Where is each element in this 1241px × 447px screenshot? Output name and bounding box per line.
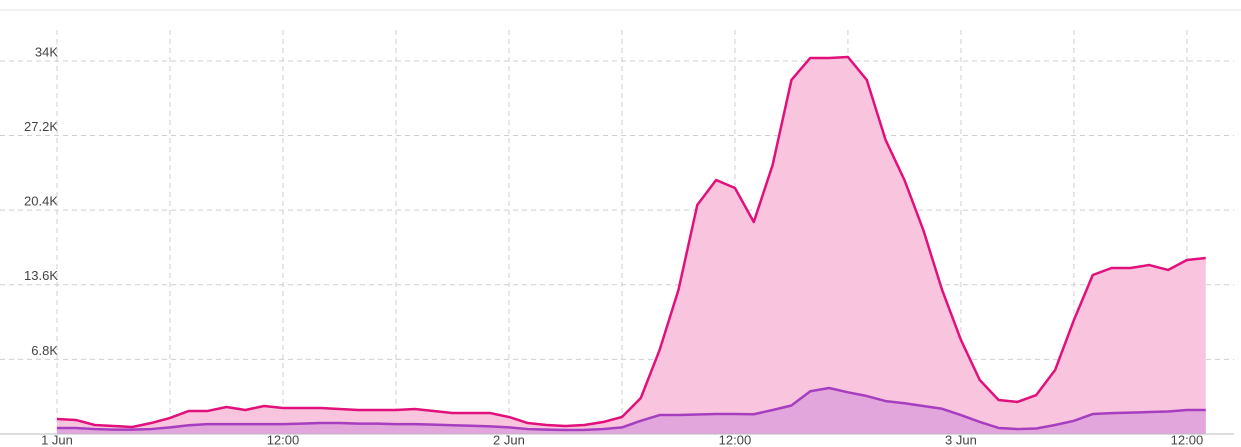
y-tick-label: 27.2K	[24, 119, 58, 134]
line	[56, 55, 1206, 429]
y-tick-label: 34K	[35, 44, 58, 59]
x-tick-label: 2 Jun	[493, 432, 525, 447]
x-tick-label: 3 Jun	[945, 432, 977, 447]
area	[57, 56, 1206, 434]
area	[57, 388, 1206, 434]
x-tick-label: 12:00	[719, 432, 752, 447]
y-tick-label: 6.8K	[31, 343, 58, 358]
x-tick-label: 12:00	[1171, 432, 1204, 447]
y-tick-label: 20.4K	[24, 194, 58, 209]
x-tick-label: 1 Jun	[41, 432, 73, 447]
x-tick-label: 12:00	[267, 432, 300, 447]
line	[57, 386, 1206, 432]
y-tick-label: 13.6K	[24, 268, 58, 283]
